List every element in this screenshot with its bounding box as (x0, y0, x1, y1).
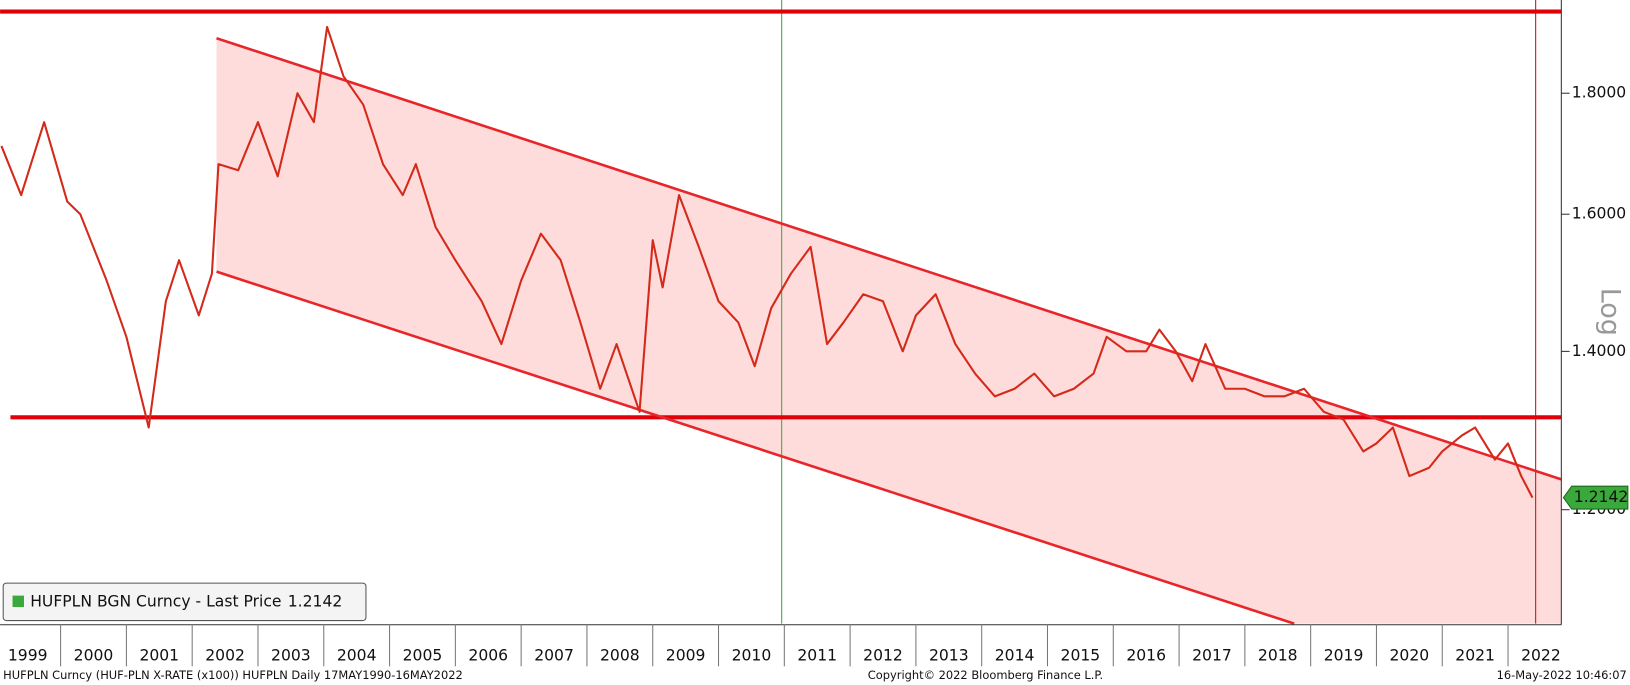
x-tick-label: 2021 (1455, 646, 1495, 664)
footer-left: HUFPLN Curncy (HUF-PLN X-RATE (x100)) HU… (3, 668, 463, 682)
footer-right: 16-May-2022 10:46:07 (1497, 668, 1627, 682)
x-tick-label: 2012 (863, 646, 903, 664)
x-tick-label: 2018 (1258, 646, 1298, 664)
legend-label: HUFPLN BGN Curncy - Last Price (30, 592, 281, 610)
price-line (0, 25, 1534, 499)
legend: HUFPLN BGN Curncy - Last Price 1.2142 (2, 582, 367, 622)
y-tick-label: 1.4000 (1572, 342, 1627, 360)
last-price-label: 1.2142 (1574, 488, 1629, 506)
x-tick-label: 2002 (205, 646, 245, 664)
legend-value: 1.2142 (288, 592, 343, 610)
x-tick-label: 2013 (929, 646, 969, 664)
x-tick-label: 2004 (337, 646, 377, 664)
x-tick-label: 2003 (271, 646, 311, 664)
x-tick-label: 2022 (1521, 646, 1561, 664)
x-tick-label: 2006 (468, 646, 508, 664)
x-tick-label: 1999 (8, 646, 48, 664)
x-tick-label: 2011 (797, 646, 837, 664)
x-tick-label: 2007 (534, 646, 574, 664)
x-tick-label: 2001 (139, 646, 179, 664)
x-tick-label: 2019 (1324, 646, 1364, 664)
plot-area (0, 0, 1562, 625)
x-tick-label: 2000 (74, 646, 114, 664)
channel-fill (216, 38, 1562, 624)
last-price-tag (1562, 485, 1629, 510)
x-tick-label: 2008 (600, 646, 640, 664)
x-tick-label: 2005 (403, 646, 443, 664)
x-tick-label: 2020 (1390, 646, 1430, 664)
x-tick-label: 2014 (995, 646, 1035, 664)
axis-label: Log (1595, 288, 1626, 336)
y-tick-label: 1.6000 (1572, 205, 1627, 223)
x-tick-label: 2015 (1061, 646, 1101, 664)
x-tick-label: 2017 (1192, 646, 1232, 664)
x-tick-label: 2010 (732, 646, 772, 664)
legend-swatch (12, 595, 24, 608)
x-tick-label: 2016 (1126, 646, 1166, 664)
x-tick-label: 2009 (666, 646, 706, 664)
footer-center: Copyright© 2022 Bloomberg Finance L.P. (868, 668, 1103, 682)
channel-lower (216, 270, 1295, 625)
legend-box (2, 582, 367, 622)
y-tick-label: 1.8000 (1572, 84, 1627, 102)
channel-upper (216, 36, 1562, 481)
